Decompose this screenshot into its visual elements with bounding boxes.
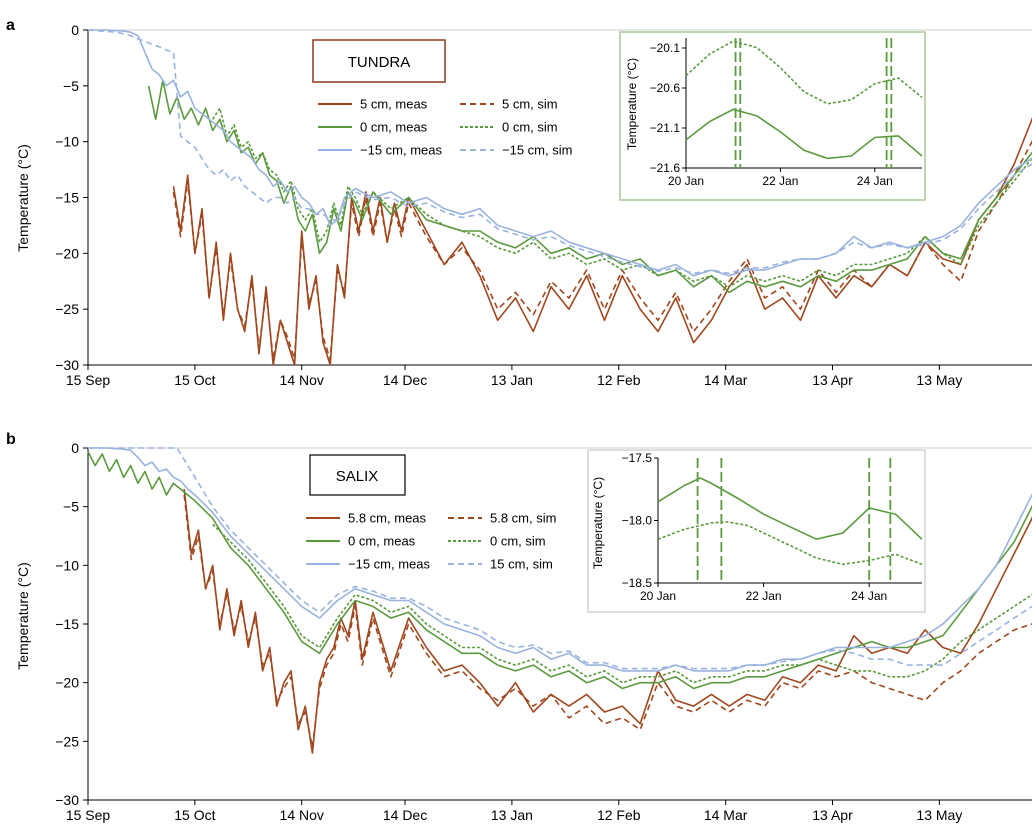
- legend-label: 0 cm, sim: [490, 534, 546, 549]
- legend-label: −15 cm, meas: [360, 143, 443, 158]
- y-tick-label: −15: [55, 190, 79, 206]
- legend-label: 5.8 cm, sim: [490, 511, 556, 526]
- legend-label: 0 cm, meas: [348, 534, 416, 549]
- inset-y-tick-label: −18.0: [622, 514, 653, 528]
- inset-y-tick-label: −21.1: [650, 121, 681, 135]
- y-tick-label: −10: [55, 134, 79, 150]
- x-tick-label: 15 Oct: [174, 372, 215, 388]
- y-tick-label: −30: [55, 792, 79, 808]
- inset-y-tick-label: −20.1: [650, 41, 681, 55]
- y-tick-label: −20: [55, 245, 79, 261]
- panel-a-ylabel: Temperature (°C): [15, 144, 31, 252]
- inset-y-tick-label: −18.5: [622, 576, 653, 590]
- x-tick-label: 13 Jan: [491, 807, 533, 823]
- x-tick-label: 13 Apr: [812, 372, 853, 388]
- y-tick-label: −25: [55, 733, 79, 749]
- panel-b-letter: b: [6, 431, 16, 448]
- y-tick-label: −5: [63, 78, 79, 94]
- x-tick-label: 12 Feb: [597, 807, 641, 823]
- panel-b: b Temperature (°C) 0 −5 −10 −15 −20 −25 −30 15…: [6, 431, 1032, 823]
- x-tick-label: 14 Dec: [383, 372, 427, 388]
- panel-b-y-ticks: 0 −5 −10 −15 −20 −25 −30: [55, 440, 88, 808]
- panel-a-inset-ylabel: Temperature (°C): [625, 58, 639, 150]
- x-tick-label: 15 Oct: [174, 807, 215, 823]
- x-tick-label: 13 May: [916, 807, 962, 823]
- panel-b-x-ticks: 15 Sep 15 Oct 14 Nov 14 Dec 13 Jan 12 Feb 14 M…: [66, 800, 963, 823]
- inset-x-tick-label: 22 Jan: [762, 174, 798, 188]
- inset-y-tick-label: −21.6: [650, 161, 681, 175]
- legend-label: 15 cm, sim: [490, 557, 553, 572]
- x-tick-label: 12 Feb: [597, 372, 641, 388]
- y-tick-label: 0: [71, 22, 79, 38]
- panel-a-letter: a: [6, 17, 15, 34]
- panel-b-inset: Temperature (°C) −17.5 −18.0 −18.520 Jan 22…: [588, 450, 925, 612]
- legend-label: 5 cm, meas: [360, 97, 428, 112]
- x-tick-label: 13 Apr: [812, 807, 853, 823]
- y-tick-label: −10: [55, 557, 79, 573]
- x-tick-label: 14 Mar: [704, 807, 748, 823]
- panel-a-legend: 5 cm, meas 5 cm, sim 0 cm, meas 0 cm, sim −1…: [318, 97, 572, 158]
- x-tick-label: 15 Sep: [66, 372, 111, 388]
- panel-a-y-ticks: 0 −5 −10 −15 −20 −25 −30: [55, 22, 88, 373]
- y-tick-label: −30: [55, 357, 79, 373]
- inset-x-tick-label: 22 Jan: [746, 589, 782, 603]
- inset-y-tick-label: −17.5: [622, 451, 653, 465]
- x-tick-label: 13 Jan: [491, 372, 533, 388]
- legend-label: 5 cm, sim: [502, 97, 558, 112]
- x-tick-label: 15 Sep: [66, 807, 111, 823]
- panel-b-title: SALIX: [336, 468, 379, 485]
- panel-b-legend: 5.8 cm, meas 5.8 cm, sim 0 cm, meas 0 cm, s…: [306, 511, 556, 572]
- legend-label: 0 cm, meas: [360, 120, 428, 135]
- legend-label: −15 cm, meas: [348, 557, 431, 572]
- legend-label: −15 cm, sim: [502, 143, 572, 158]
- x-tick-label: 14 Nov: [280, 807, 324, 823]
- panel-b-title-box: SALIX: [310, 455, 405, 495]
- panel-a: a Temperature (°C) 0 −5 −10 −15 −20 −25 −30 15…: [6, 17, 1032, 388]
- inset-x-tick-label: 24 Jan: [857, 174, 893, 188]
- inset-x-tick-label: 20 Jan: [640, 589, 676, 603]
- y-tick-label: −5: [63, 499, 79, 515]
- panel-a-title: TUNDRA: [348, 54, 411, 71]
- y-tick-label: −20: [55, 675, 79, 691]
- y-tick-label: 0: [71, 440, 79, 456]
- x-tick-label: 14 Nov: [280, 372, 324, 388]
- panel-b-inset-ylabel: Temperature (°C): [591, 477, 605, 569]
- y-tick-label: −15: [55, 616, 79, 632]
- x-tick-label: 14 Dec: [383, 807, 427, 823]
- panel-a-inset: Temperature (°C) −20.1 −20.6 −21.1 −21.620 …: [620, 32, 925, 200]
- x-tick-label: 13 May: [916, 372, 962, 388]
- inset-x-tick-label: 24 Jan: [851, 589, 887, 603]
- legend-label: 0 cm, sim: [502, 120, 558, 135]
- panel-a-x-ticks: 15 Sep 15 Oct 14 Nov 14 Dec 13 Jan 12 Feb 14 M…: [66, 365, 963, 388]
- panel-a-title-box: TUNDRA: [313, 40, 445, 82]
- inset-y-tick-label: −20.6: [650, 81, 681, 95]
- panel-b-ylabel: Temperature (°C): [15, 562, 31, 670]
- y-tick-label: −25: [55, 301, 79, 317]
- inset-x-tick-label: 20 Jan: [668, 174, 704, 188]
- legend-label: 5.8 cm, meas: [348, 511, 427, 526]
- x-tick-label: 14 Mar: [704, 372, 748, 388]
